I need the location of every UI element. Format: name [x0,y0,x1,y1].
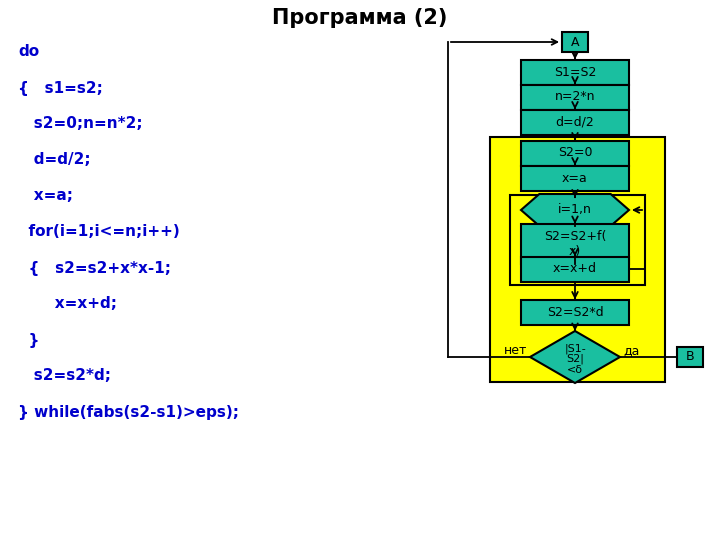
Text: d=d/2;: d=d/2; [18,152,91,167]
FancyBboxPatch shape [562,32,588,52]
FancyBboxPatch shape [510,195,645,285]
FancyBboxPatch shape [677,347,703,367]
Text: x=x+d;: x=x+d; [18,296,117,312]
Polygon shape [521,194,629,226]
Text: } while(fabs(s2-s1)>eps);: } while(fabs(s2-s1)>eps); [18,404,239,420]
Text: x=x+d: x=x+d [553,262,597,275]
FancyBboxPatch shape [521,84,629,110]
Text: {   s1=s2;: { s1=s2; [18,80,103,96]
Text: S2=0: S2=0 [558,146,593,159]
FancyBboxPatch shape [521,300,629,325]
FancyBboxPatch shape [490,137,665,382]
Text: Программа (2): Программа (2) [272,8,448,28]
Text: i=1,n: i=1,n [558,204,592,217]
FancyBboxPatch shape [521,256,629,281]
Text: x=a: x=a [562,172,588,185]
FancyBboxPatch shape [521,59,629,84]
Text: A: A [571,36,580,49]
FancyBboxPatch shape [521,140,629,165]
Text: B: B [685,350,694,363]
FancyBboxPatch shape [521,224,629,264]
Text: S2=S2*d: S2=S2*d [546,306,603,319]
Text: S2|: S2| [566,354,584,364]
Text: |S1-: |S1- [564,344,586,354]
FancyBboxPatch shape [521,110,629,134]
Text: <δ: <δ [567,365,583,375]
Text: d=d/2: d=d/2 [556,116,595,129]
Text: нет: нет [503,345,527,357]
Text: да: да [623,345,639,357]
Text: }: } [18,333,40,348]
Text: S1=S2: S1=S2 [554,65,596,78]
Text: S2=S2+f(
x): S2=S2+f( x) [544,230,606,258]
Text: s2=s2*d;: s2=s2*d; [18,368,111,383]
Text: x=a;: x=a; [18,188,73,204]
Text: for(i=1;i<=n;i++): for(i=1;i<=n;i++) [18,225,180,240]
Text: s2=0;n=n*2;: s2=0;n=n*2; [18,117,143,132]
Text: n=2*n: n=2*n [554,91,595,104]
Text: {   s2=s2+x*x-1;: { s2=s2+x*x-1; [18,260,171,275]
Text: do: do [18,44,39,59]
FancyBboxPatch shape [521,165,629,191]
Polygon shape [530,331,620,383]
